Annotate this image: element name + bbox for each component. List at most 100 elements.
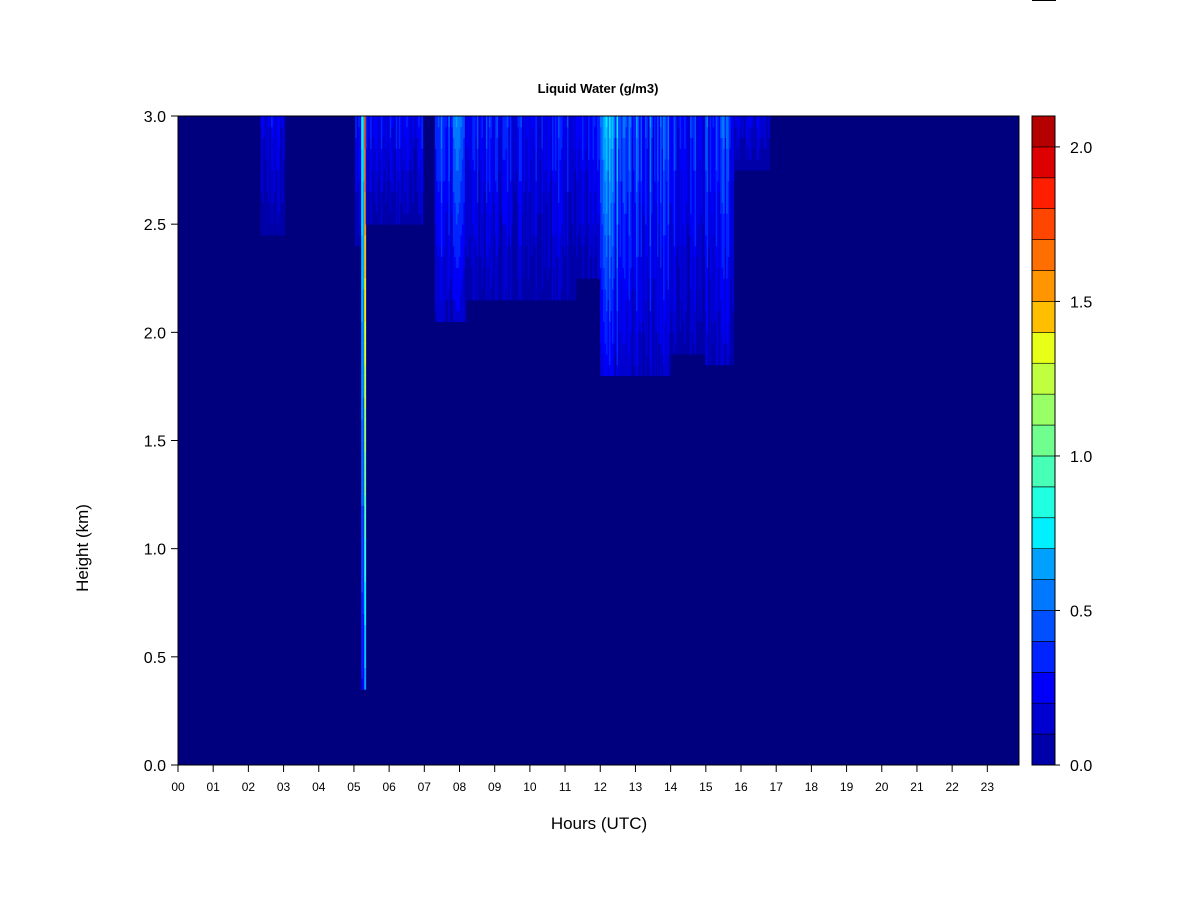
heatmap-cell xyxy=(451,159,454,171)
heatmap-cell xyxy=(751,137,754,149)
heatmap-cell xyxy=(655,126,658,139)
heatmap-cell xyxy=(730,256,733,268)
heatmap-cell xyxy=(554,213,557,225)
heatmap-cell xyxy=(496,170,499,182)
heatmap-cell xyxy=(681,170,683,182)
heatmap-cell xyxy=(260,202,263,214)
heatmap-cell xyxy=(542,180,545,193)
heatmap-cell xyxy=(448,299,451,312)
heatmap-cell xyxy=(730,245,733,258)
heatmap-cell xyxy=(687,278,690,290)
heatmap-cell xyxy=(714,343,717,355)
heatmap-cell xyxy=(494,278,497,290)
heatmap-cell xyxy=(446,180,449,193)
heatmap-cell xyxy=(649,159,652,171)
heatmap-cell xyxy=(654,159,656,171)
heatmap-cell xyxy=(625,213,628,225)
heatmap-cell xyxy=(694,343,697,355)
colorbar-frame xyxy=(1031,115,1056,766)
heatmap-cell xyxy=(500,213,503,225)
heatmap-cell xyxy=(511,159,514,171)
heatmap-cell xyxy=(578,256,581,268)
heatmap-cell xyxy=(565,126,568,139)
heatmap-cell xyxy=(649,321,652,333)
heatmap-cell xyxy=(479,213,482,225)
heatmap-cell xyxy=(484,126,487,139)
heatmap-cell xyxy=(762,137,765,149)
heatmap-cell xyxy=(610,224,613,236)
heatmap-cell xyxy=(463,148,466,160)
heatmap-cell xyxy=(467,245,470,258)
heatmap-cell xyxy=(490,180,493,193)
heatmap-cell xyxy=(720,332,723,344)
x-tick-label: 15 xyxy=(699,780,713,794)
heatmap-cell xyxy=(627,180,629,193)
heatmap-cell xyxy=(711,267,714,279)
heatmap-cell xyxy=(600,289,602,301)
heatmap-cell xyxy=(592,245,595,258)
heatmap-cell xyxy=(630,343,632,355)
heatmap-cell xyxy=(714,332,717,344)
heatmap-cell xyxy=(518,170,521,182)
heatmap-cell xyxy=(705,245,708,258)
heatmap-cell xyxy=(550,126,553,139)
heatmap-cell xyxy=(545,191,548,203)
heatmap-cell xyxy=(597,213,599,225)
heatmap-cell xyxy=(514,137,517,149)
heatmap-cell xyxy=(655,234,658,247)
heatmap-cell xyxy=(380,170,383,182)
heatmap-cell xyxy=(542,170,545,182)
heatmap-cell xyxy=(569,126,572,139)
heatmap-cell xyxy=(362,624,365,636)
heatmap-cell xyxy=(575,148,578,160)
heatmap-cell xyxy=(266,159,269,171)
heatmap-cell xyxy=(577,267,580,279)
heatmap-cell xyxy=(491,202,494,214)
heatmap-cell xyxy=(452,256,455,268)
heatmap-cell xyxy=(515,245,518,258)
heatmap-cell xyxy=(618,234,620,247)
heatmap-cell xyxy=(593,202,596,214)
heatmap-cell xyxy=(562,256,565,268)
heatmap-cell xyxy=(487,170,490,182)
heatmap-cell xyxy=(434,278,437,290)
heatmap-cell xyxy=(630,321,632,333)
heatmap-cell xyxy=(362,364,365,376)
heatmap-cell xyxy=(574,137,577,149)
heatmap-cell xyxy=(688,137,691,149)
heatmap-cell xyxy=(403,116,406,128)
heatmap-cell xyxy=(748,159,751,171)
heatmap-cell xyxy=(705,148,708,160)
heatmap-cell xyxy=(655,364,658,376)
heatmap-cell xyxy=(586,116,589,128)
heatmap-cell xyxy=(362,678,365,690)
heatmap-cell xyxy=(621,278,623,290)
heatmap-cell xyxy=(518,256,521,268)
heatmap-cell xyxy=(730,224,733,236)
y-tick-label: 0.5 xyxy=(144,650,166,667)
heatmap-cell xyxy=(445,159,448,171)
heatmap-cell xyxy=(699,343,702,355)
heatmap-cell xyxy=(618,159,620,171)
heatmap-cell xyxy=(587,191,590,203)
heatmap-cell xyxy=(383,137,386,149)
heatmap-cell xyxy=(730,332,733,344)
heatmap-cell xyxy=(654,364,656,376)
heatmap-cell xyxy=(263,148,266,160)
heatmap-cell xyxy=(577,159,580,171)
heatmap-cell xyxy=(268,170,271,182)
heatmap-cell xyxy=(466,137,469,149)
heatmap-cell xyxy=(705,137,708,149)
heatmap-cell xyxy=(454,170,457,182)
heatmap-cell xyxy=(687,267,690,279)
heatmap-cell xyxy=(362,591,365,604)
heatmap-cell xyxy=(607,213,610,225)
heatmap-cell xyxy=(606,170,608,182)
heatmap-cell xyxy=(730,116,733,128)
heatmap-cell xyxy=(454,126,457,139)
heatmap-cell xyxy=(574,267,577,279)
heatmap-cell xyxy=(709,126,712,139)
heatmap-cell xyxy=(682,299,685,312)
heatmap-cell xyxy=(464,299,467,312)
heatmap-cell xyxy=(669,278,671,290)
